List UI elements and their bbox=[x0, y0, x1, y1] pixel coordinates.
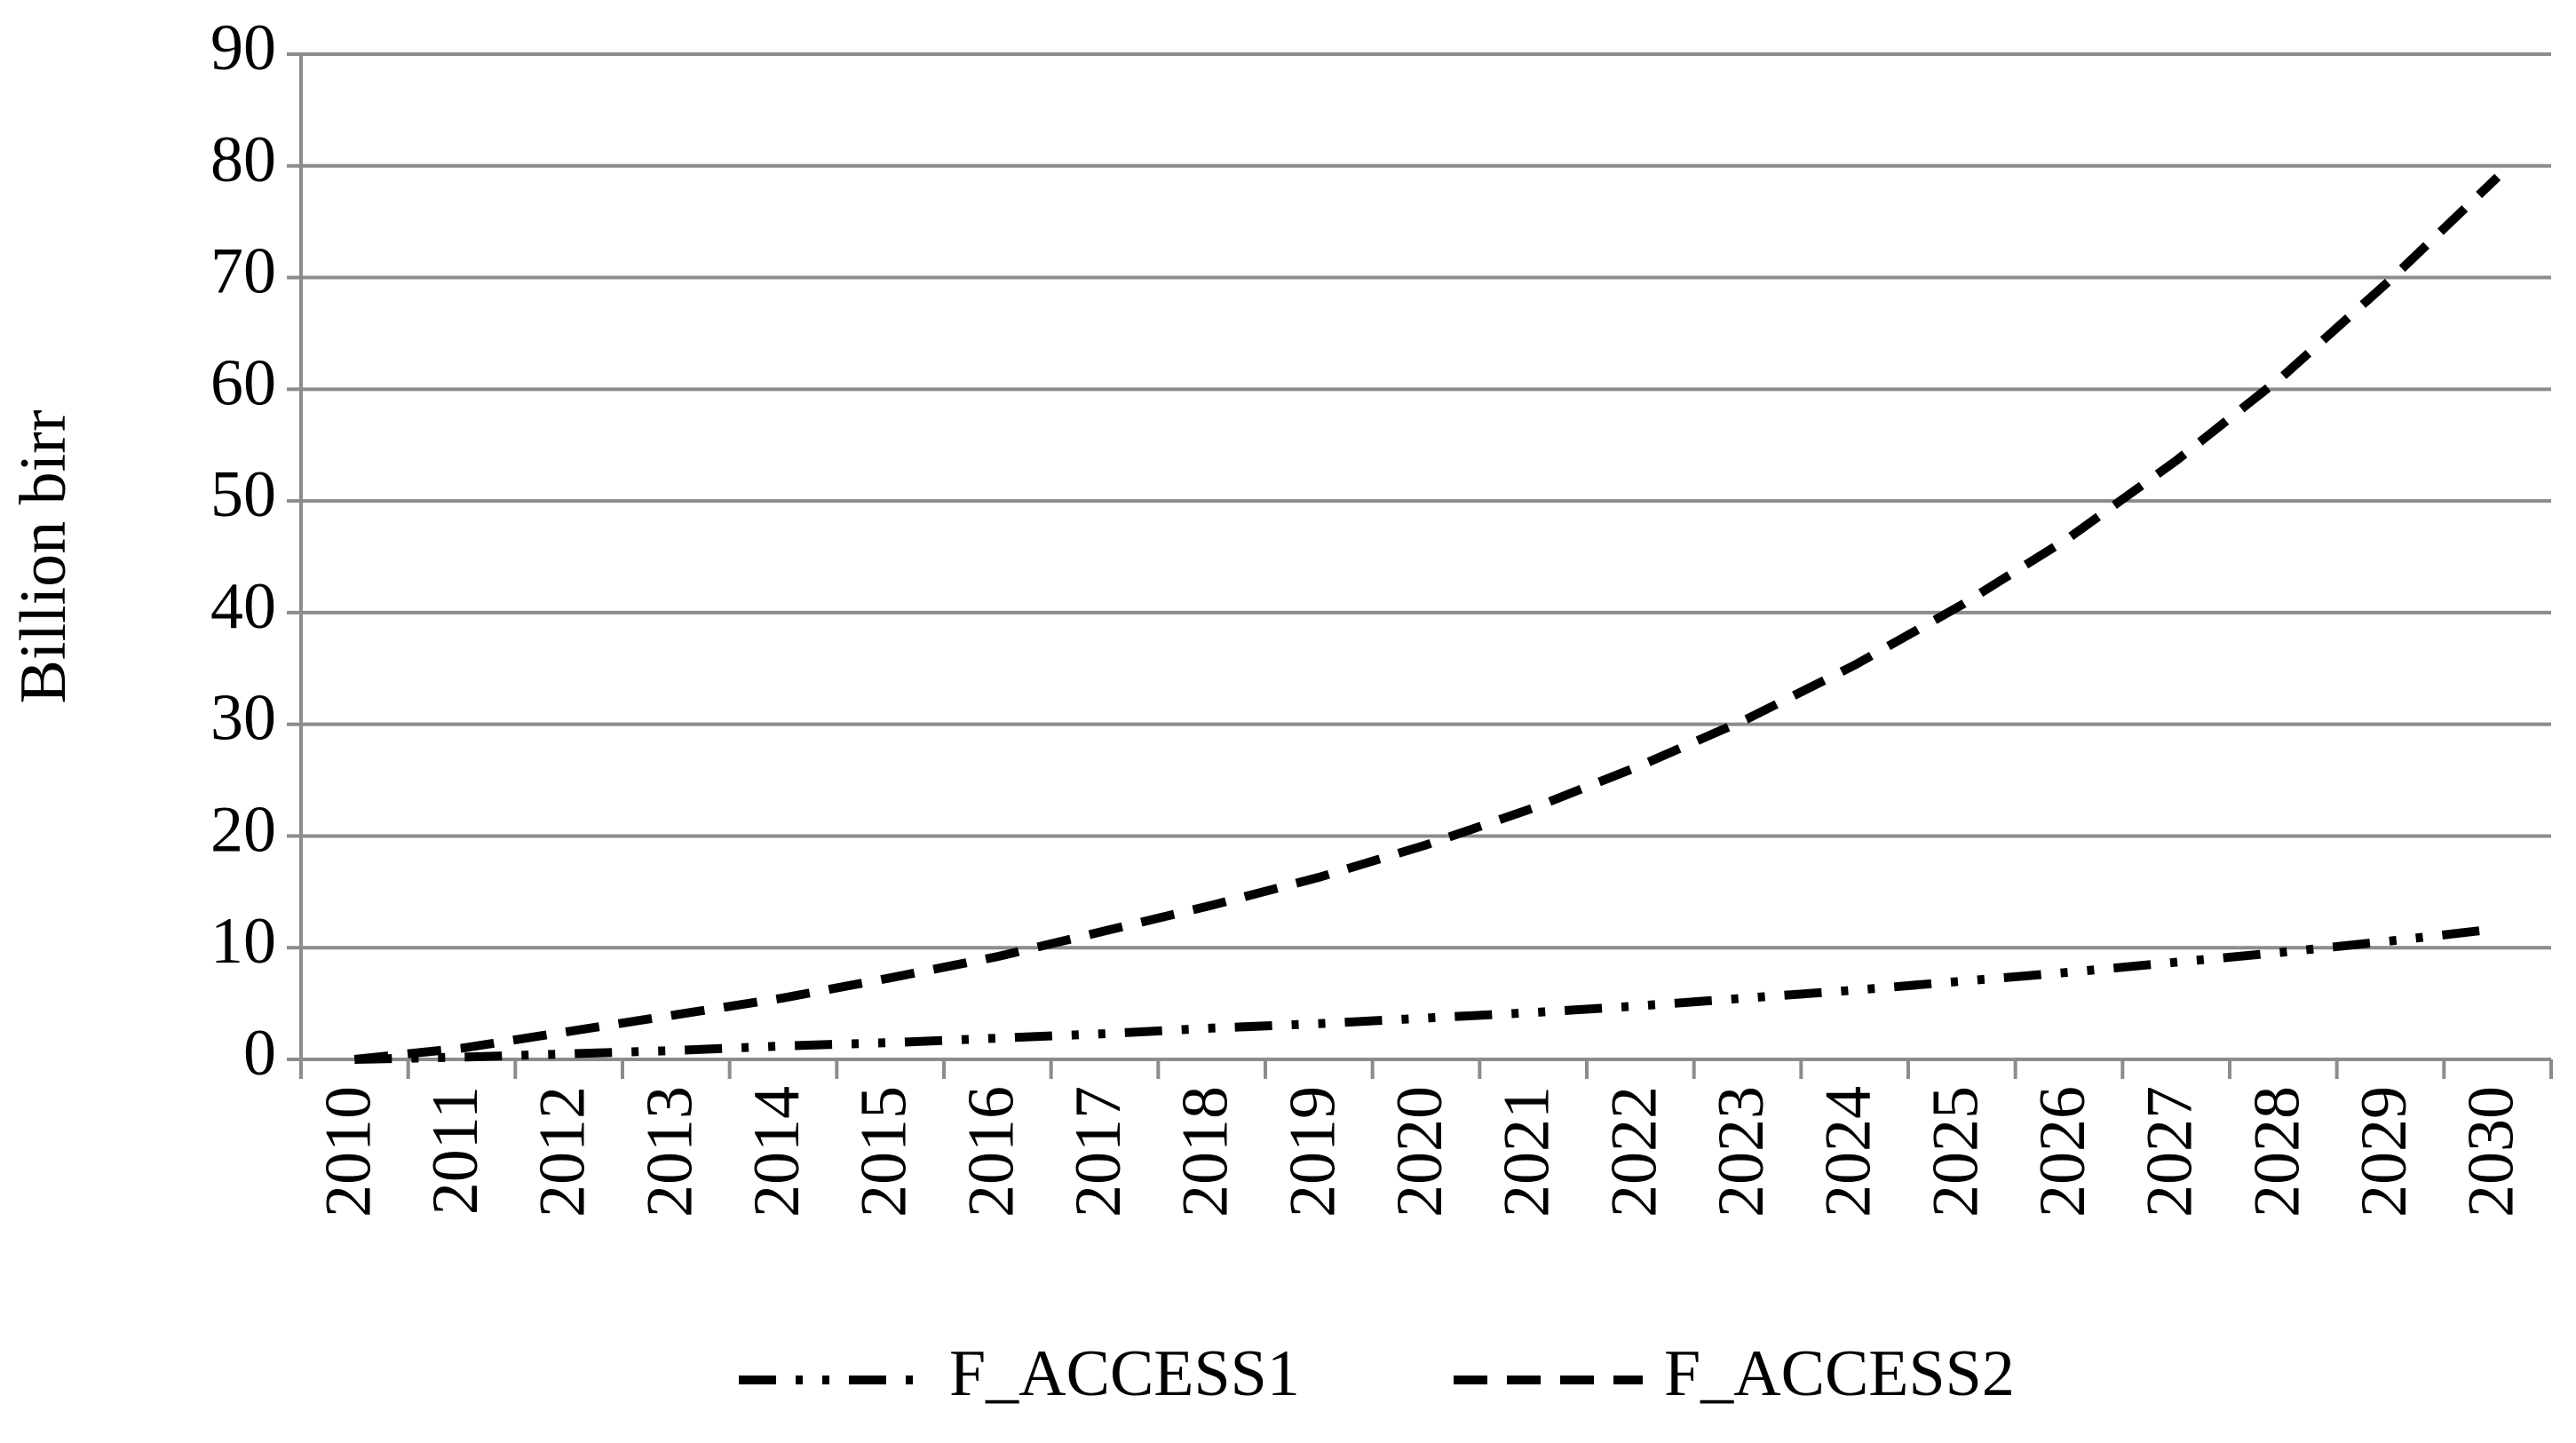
y-tick-label: 30 bbox=[210, 682, 276, 755]
x-tick-label: 2027 bbox=[2134, 1086, 2207, 1217]
y-tick-label: 90 bbox=[210, 12, 276, 84]
x-tick-label: 2029 bbox=[2348, 1086, 2421, 1217]
x-tick-label: 2016 bbox=[955, 1086, 1027, 1217]
x-tick-label: 2025 bbox=[1919, 1086, 1992, 1217]
x-tick-label: 2024 bbox=[1812, 1086, 1885, 1217]
y-tick-label: 0 bbox=[243, 1017, 276, 1090]
y-tick-label: 20 bbox=[210, 793, 276, 866]
line-series bbox=[353, 173, 2501, 1064]
y-tick-label: 70 bbox=[210, 235, 276, 308]
x-tick-label: 2030 bbox=[2455, 1086, 2528, 1217]
x-tick-label: 2010 bbox=[312, 1086, 384, 1217]
line-series bbox=[354, 924, 2499, 1064]
x-tick-label: 2018 bbox=[1169, 1086, 1242, 1217]
y-tick-label: 40 bbox=[210, 570, 276, 643]
legend-label: F_ACCESS2 bbox=[1664, 1337, 2015, 1410]
x-tick-label: 2020 bbox=[1383, 1086, 1456, 1217]
x-tick-label: 2019 bbox=[1276, 1086, 1349, 1217]
legend-label: F_ACCESS1 bbox=[949, 1337, 1300, 1410]
x-tick-label: 2017 bbox=[1062, 1086, 1135, 1217]
x-tick-label: 2014 bbox=[741, 1086, 813, 1217]
y-tick-label: 50 bbox=[210, 458, 276, 531]
x-tick-label: 2012 bbox=[527, 1086, 599, 1217]
x-tick-label: 2011 bbox=[419, 1086, 492, 1215]
y-axis-label: Billion birr bbox=[7, 410, 80, 704]
y-tick-label: 60 bbox=[210, 346, 276, 419]
x-tick-label: 2021 bbox=[1491, 1086, 1564, 1217]
y-tick-label: 80 bbox=[210, 123, 276, 196]
x-tick-label: 2022 bbox=[1597, 1086, 1670, 1217]
x-tick-label: 2015 bbox=[848, 1086, 921, 1217]
x-tick-label: 2028 bbox=[2240, 1086, 2313, 1217]
x-tick-label: 2023 bbox=[1705, 1086, 1778, 1217]
y-tick-label: 10 bbox=[210, 905, 276, 978]
x-tick-label: 2026 bbox=[2026, 1086, 2099, 1217]
x-tick-label: 2013 bbox=[633, 1086, 706, 1217]
